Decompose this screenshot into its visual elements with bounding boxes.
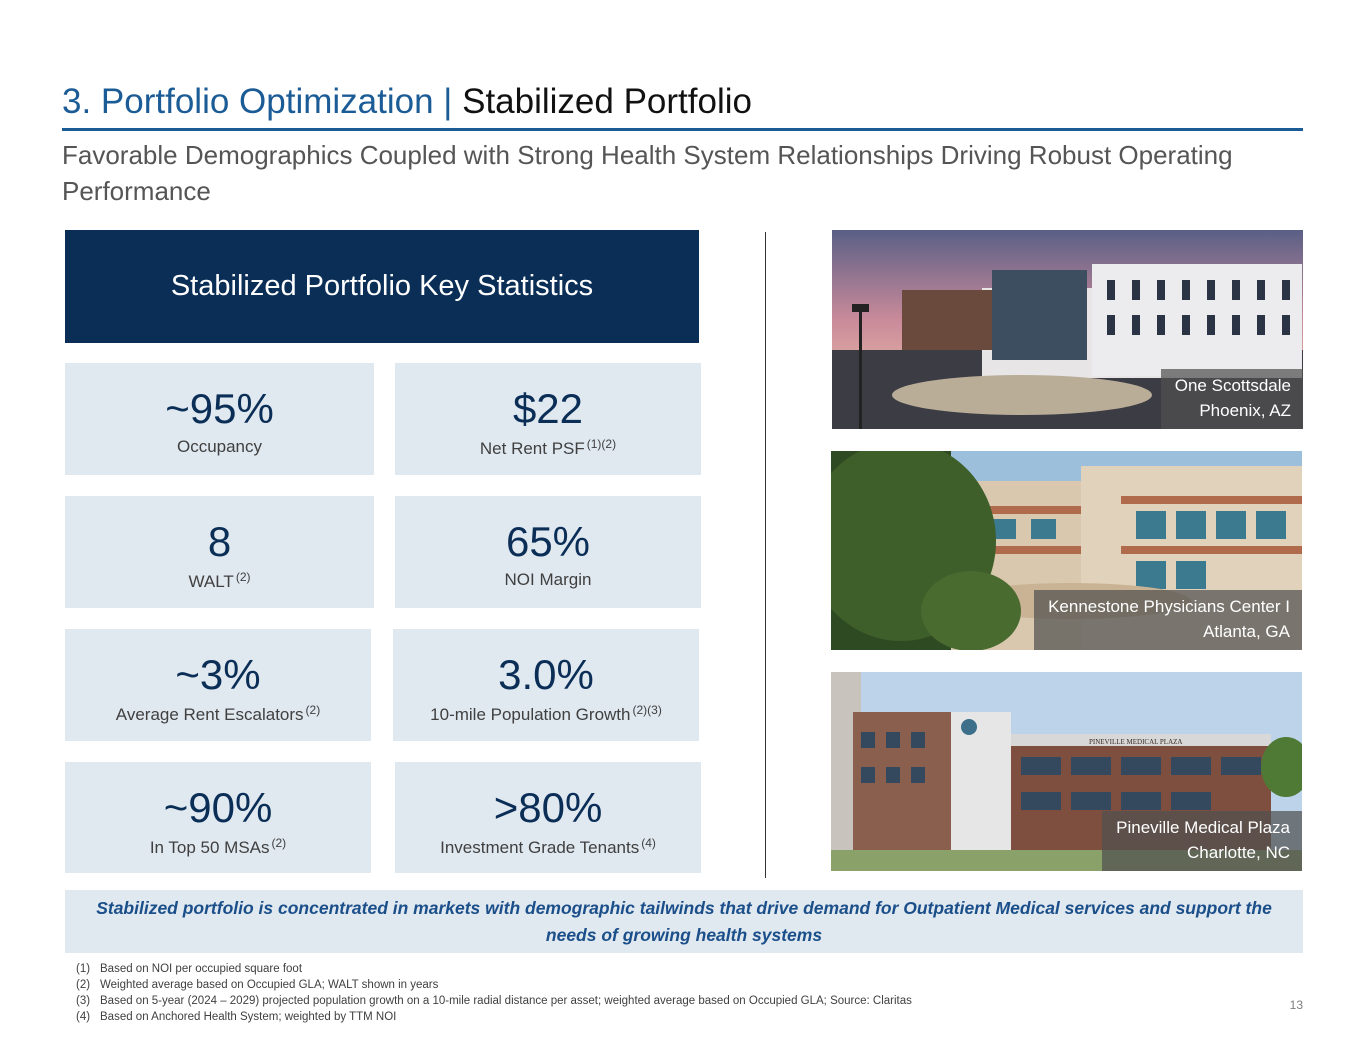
stat-value: 3.0% <box>498 651 594 698</box>
building-sign: PINEVILLE MEDICAL PLAZA <box>1089 738 1182 746</box>
key-takeaway-callout: Stabilized portfolio is concentrated in … <box>65 890 1303 953</box>
property-location: Charlotte, NC <box>1187 843 1290 862</box>
column-divider <box>765 232 766 878</box>
stat-value: ~3% <box>175 651 261 698</box>
stat-label: In Top 50 MSAs (2) <box>149 836 287 857</box>
title-section: 3. Portfolio Optimization | <box>62 82 453 121</box>
footnote-ref: (2) <box>235 570 251 584</box>
stat-label: Average Rent Escalators (2) <box>115 703 321 724</box>
stat-occupancy: ~95% Occupancy <box>65 363 374 475</box>
title-rule <box>62 128 1303 131</box>
footnote-ref: (4) <box>641 836 656 850</box>
photo-pineville: PINEVILLE MEDICAL PLAZA Pineville Medica… <box>831 672 1302 871</box>
footnote: (1) Based on NOI per occupied square foot <box>76 963 303 975</box>
footnote-ref: (2) <box>305 703 321 717</box>
stat-label: Net Rent PSF (1)(2) <box>479 437 617 458</box>
stats-header: Stabilized Portfolio Key Statistics <box>65 230 699 343</box>
page-title: 3. Portfolio Optimization | Stabilized P… <box>62 80 752 124</box>
footnote: (3) Based on 5-year (2024 – 2029) project… <box>76 995 912 1007</box>
stat-label: Investment Grade Tenants (4) <box>440 836 656 857</box>
title-topic: Stabilized Portfolio <box>462 82 752 121</box>
stat-walt: 8 WALT (2) <box>65 496 374 608</box>
stat-value: 65% <box>505 518 591 565</box>
property-name: Kennestone Physicians Center I <box>1048 597 1290 616</box>
footnote-ref: (1)(2) <box>586 437 617 451</box>
stat-value: ~90% <box>163 784 273 831</box>
footnote: (2) Weighted average based on Occupied GL… <box>76 979 439 991</box>
page-subtitle: Favorable Demographics Coupled with Stro… <box>62 140 1233 206</box>
footnote-ref: (2) <box>271 836 287 850</box>
stat-value: >80% <box>493 784 603 831</box>
property-name: Pineville Medical Plaza <box>1116 818 1290 837</box>
page-number: 13 <box>1289 998 1303 1012</box>
property-name: One Scottsdale <box>1174 376 1291 395</box>
stat-value: $22 <box>512 385 584 432</box>
property-location: Atlanta, GA <box>1203 622 1290 641</box>
stat-net-rent: $22 Net Rent PSF (1)(2) <box>395 363 701 475</box>
photo-caption: One Scottsdale Phoenix, AZ <box>1160 369 1303 429</box>
stat-value: 8 <box>207 518 232 565</box>
stat-label: NOI Margin <box>504 570 592 589</box>
photo-kennestone: Kennestone Physicians Center I Atlanta, … <box>831 451 1302 650</box>
callout-text: Stabilized portfolio is concentrated in … <box>96 897 1272 945</box>
footnote-ref: (2)(3) <box>632 703 662 717</box>
stat-top-msas: ~90% In Top 50 MSAs (2) <box>65 762 371 873</box>
stat-rent-escalators: ~3% Average Rent Escalators (2) <box>65 629 371 741</box>
stat-value: ~95% <box>165 385 274 432</box>
stat-investment-grade: >80% Investment Grade Tenants (4) <box>395 762 701 873</box>
stat-population-growth: 3.0% 10-mile Population Growth (2)(3) <box>393 629 699 741</box>
stat-noi-margin: 65% NOI Margin <box>395 496 701 608</box>
stat-label: Occupancy <box>176 437 263 456</box>
building-image <box>832 230 1303 429</box>
photo-caption: Pineville Medical Plaza Charlotte, NC <box>1102 811 1302 871</box>
photo-one-scottsdale: One Scottsdale Phoenix, AZ <box>832 230 1303 429</box>
stat-label: WALT (2) <box>188 570 251 591</box>
footnote: (4) Based on Anchored Health System; weig… <box>76 1011 397 1023</box>
property-location: Phoenix, AZ <box>1199 401 1291 420</box>
stat-label: 10-mile Population Growth (2)(3) <box>430 703 662 724</box>
footnotes: (1) Based on NOI per occupied square foot… <box>76 961 912 1025</box>
photo-caption: Kennestone Physicians Center I Atlanta, … <box>1034 590 1302 650</box>
